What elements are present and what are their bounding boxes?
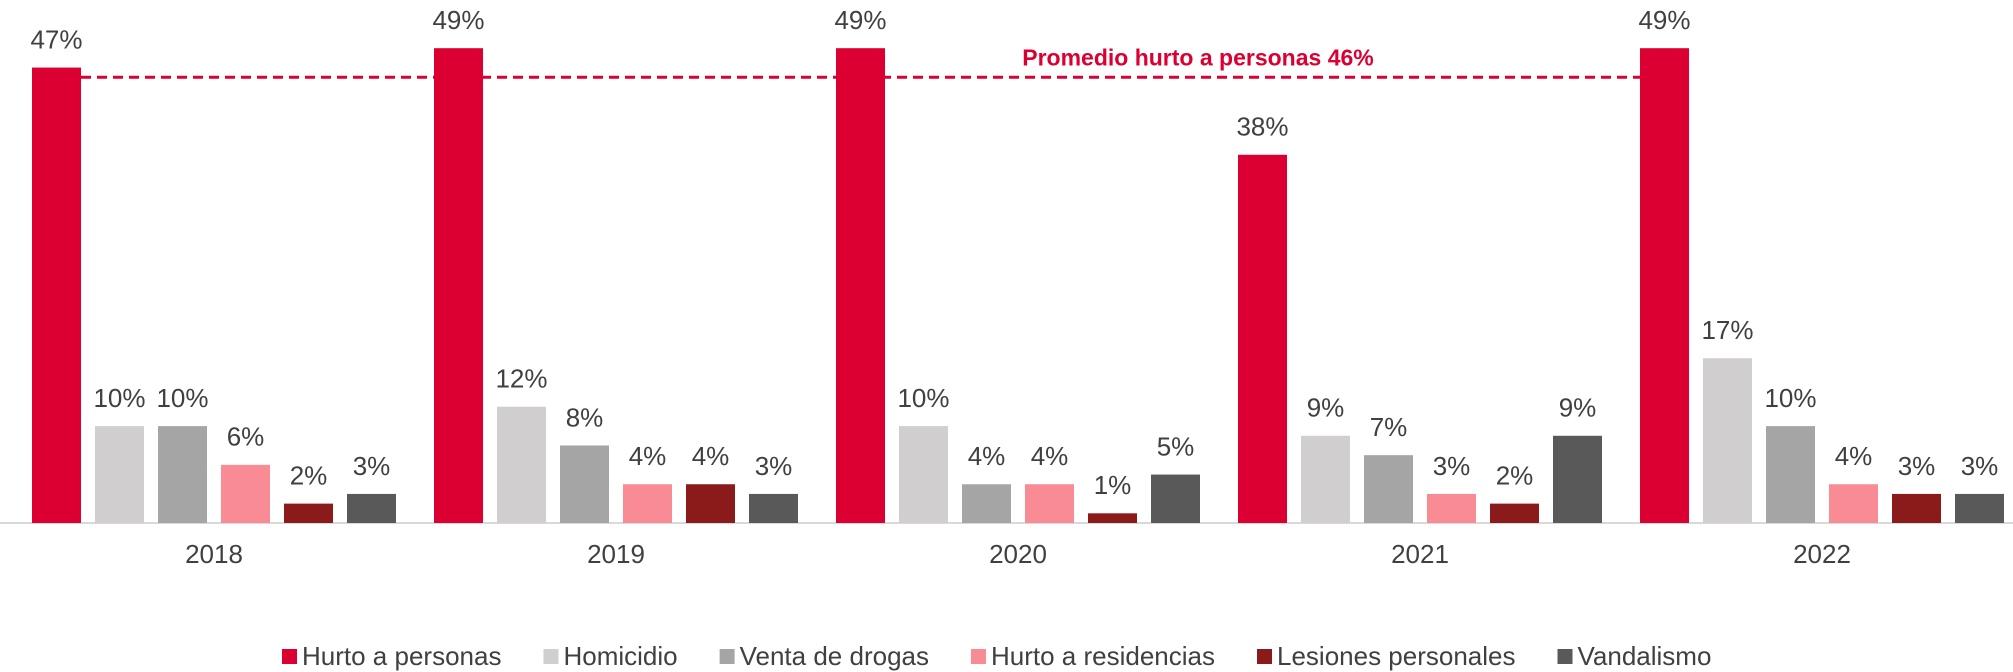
bar bbox=[1088, 513, 1137, 523]
value-label: 9% bbox=[1559, 393, 1597, 423]
legend-label: Hurto a residencias bbox=[991, 641, 1215, 671]
value-label: 9% bbox=[1307, 393, 1345, 423]
x-tick-label: 2022 bbox=[1793, 539, 1851, 569]
legend-label: Hurto a personas bbox=[302, 641, 501, 671]
bar bbox=[1766, 426, 1815, 523]
bar bbox=[1301, 435, 1350, 523]
value-label: 6% bbox=[227, 422, 265, 452]
legend-label: Homicidio bbox=[563, 641, 677, 671]
value-label: 49% bbox=[1638, 5, 1690, 35]
bar bbox=[434, 48, 483, 523]
legend-swatch bbox=[543, 649, 559, 664]
value-label: 3% bbox=[755, 451, 793, 481]
x-tick-label: 2021 bbox=[1391, 539, 1449, 569]
value-label: 4% bbox=[629, 441, 667, 471]
value-label: 38% bbox=[1236, 112, 1288, 142]
bar bbox=[899, 426, 948, 523]
value-label: 4% bbox=[1835, 441, 1873, 471]
bar bbox=[749, 493, 798, 523]
value-label: 10% bbox=[1764, 383, 1816, 413]
value-label: 5% bbox=[1157, 431, 1195, 461]
bar bbox=[497, 406, 546, 523]
bar bbox=[962, 484, 1011, 523]
reference-label: Promedio hurto a personas 46% bbox=[1022, 44, 1373, 70]
value-label: 2% bbox=[290, 460, 328, 490]
value-label: 3% bbox=[1433, 451, 1471, 481]
bar bbox=[1427, 493, 1476, 523]
value-label: 4% bbox=[692, 441, 730, 471]
bar bbox=[95, 426, 144, 523]
value-label: 1% bbox=[1094, 470, 1132, 500]
value-label: 3% bbox=[1961, 451, 1999, 481]
legend-label: Venta de drogas bbox=[740, 641, 929, 671]
bar bbox=[284, 503, 333, 523]
bar bbox=[1829, 484, 1878, 523]
value-label: 10% bbox=[897, 383, 949, 413]
legend-swatch bbox=[719, 649, 735, 664]
value-label: 3% bbox=[353, 451, 391, 481]
value-label: 17% bbox=[1701, 315, 1753, 345]
bar bbox=[560, 445, 609, 523]
value-label: 12% bbox=[495, 364, 547, 394]
legend-swatch bbox=[1257, 649, 1272, 664]
bar bbox=[158, 426, 207, 523]
bar bbox=[347, 493, 396, 523]
bar bbox=[32, 67, 81, 523]
value-label: 10% bbox=[93, 383, 145, 413]
value-label: 49% bbox=[432, 5, 484, 35]
value-label: 10% bbox=[156, 383, 208, 413]
bar bbox=[1151, 474, 1200, 523]
legend-swatch bbox=[971, 649, 986, 664]
bar bbox=[1238, 154, 1287, 523]
value-label: 3% bbox=[1898, 451, 1936, 481]
legend-label: Lesiones personales bbox=[1277, 641, 1516, 671]
bar bbox=[1490, 503, 1539, 523]
value-label: 8% bbox=[566, 402, 604, 432]
bar bbox=[1553, 435, 1602, 523]
bar bbox=[1892, 493, 1941, 523]
value-label: 4% bbox=[1031, 441, 1069, 471]
bar bbox=[836, 48, 885, 523]
legend-swatch bbox=[1557, 649, 1573, 664]
bar bbox=[1025, 484, 1074, 523]
bar bbox=[623, 484, 672, 523]
x-tick-label: 2018 bbox=[185, 539, 243, 569]
value-label: 2% bbox=[1496, 460, 1534, 490]
legend-swatch bbox=[282, 649, 297, 664]
bar bbox=[1640, 48, 1689, 523]
x-tick-label: 2019 bbox=[587, 539, 645, 569]
bar bbox=[1703, 358, 1752, 523]
value-label: 4% bbox=[968, 441, 1006, 471]
bar bbox=[1955, 493, 2004, 523]
value-label: 49% bbox=[834, 5, 886, 35]
bar bbox=[1364, 455, 1413, 523]
legend-label: Vandalismo bbox=[1578, 641, 1712, 671]
bar bbox=[686, 484, 735, 523]
x-tick-label: 2020 bbox=[989, 539, 1047, 569]
bar bbox=[221, 464, 270, 523]
value-label: 47% bbox=[30, 24, 82, 54]
value-label: 7% bbox=[1370, 412, 1408, 442]
